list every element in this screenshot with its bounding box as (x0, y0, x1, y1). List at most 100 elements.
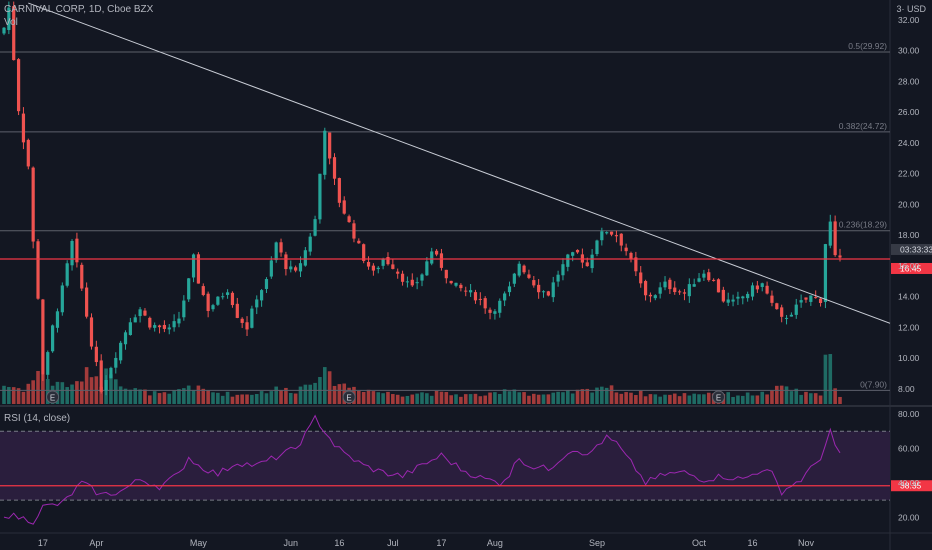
candle-body[interactable] (332, 157, 337, 179)
candle-body[interactable] (809, 295, 813, 302)
candle-body[interactable] (410, 279, 414, 286)
earnings-marker[interactable] (342, 390, 356, 404)
candle-body[interactable] (512, 273, 516, 284)
candle-body[interactable] (493, 311, 497, 314)
candle-body[interactable] (225, 292, 230, 295)
candle-body[interactable] (503, 293, 507, 301)
earnings-marker[interactable] (711, 390, 725, 404)
candle-body[interactable] (532, 280, 536, 286)
candle-body[interactable] (201, 286, 205, 295)
trendline[interactable] (28, 2, 891, 324)
candle-body[interactable] (716, 279, 721, 293)
candle-body[interactable] (731, 299, 735, 302)
candle-body[interactable] (308, 236, 312, 252)
candle-body[interactable] (31, 167, 35, 242)
candle-body[interactable] (697, 278, 701, 282)
candle-body[interactable] (464, 290, 468, 292)
candle-body[interactable] (94, 346, 98, 363)
candle-body[interactable] (264, 279, 269, 289)
candle-body[interactable] (712, 279, 716, 281)
symbol-legend[interactable]: CARNIVAL CORP, 1D, Cboe BZX (4, 4, 154, 15)
candle-body[interactable] (595, 240, 599, 255)
candle-body[interactable] (80, 264, 84, 289)
candle-body[interactable] (89, 317, 94, 347)
candle-body[interactable] (109, 367, 113, 379)
candle-body[interactable] (21, 113, 26, 143)
candle-body[interactable] (507, 286, 512, 293)
candle-body[interactable] (561, 264, 565, 276)
candle-body[interactable] (765, 285, 769, 294)
candle-body[interactable] (629, 252, 633, 259)
candle-body[interactable] (235, 303, 239, 318)
candle-body[interactable] (400, 273, 405, 282)
candle-body[interactable] (605, 232, 609, 234)
candle-body[interactable] (721, 289, 725, 302)
candle-body[interactable] (498, 300, 502, 313)
candle-body[interactable] (357, 240, 361, 244)
fibonacci-levels[interactable]: 0.5(29.92) 0.382(24.72) 0.236(18.29) 0(7.90… (0, 41, 890, 391)
candle-body[interactable] (784, 317, 789, 319)
candle-body[interactable] (789, 314, 793, 317)
candle-body[interactable] (838, 255, 842, 258)
candle-body[interactable] (352, 223, 356, 239)
candle-body[interactable] (221, 296, 225, 298)
candle-body[interactable] (678, 291, 682, 293)
candle-body[interactable] (342, 200, 346, 214)
candle-body[interactable] (687, 284, 691, 297)
candle-body[interactable] (153, 325, 157, 328)
candle-body[interactable] (575, 249, 580, 253)
candle-body[interactable] (36, 241, 40, 299)
candle-body[interactable] (133, 317, 137, 323)
candle-body[interactable] (177, 318, 181, 324)
candle-body[interactable] (668, 279, 672, 290)
candle-body[interactable] (585, 262, 589, 267)
candle-body[interactable] (750, 285, 755, 297)
candle-body[interactable] (643, 281, 648, 296)
candle-body[interactable] (294, 267, 298, 271)
candle-body[interactable] (551, 282, 555, 298)
candle-body[interactable] (780, 307, 784, 317)
candle-body[interactable] (673, 287, 677, 293)
candle-body[interactable] (216, 296, 220, 305)
candle-body[interactable] (187, 278, 191, 300)
candle-body[interactable] (799, 300, 803, 303)
earnings-marker[interactable] (46, 390, 60, 404)
volume-legend[interactable]: Vol (4, 17, 18, 28)
candle-body[interactable] (726, 299, 730, 303)
candle-body[interactable] (123, 332, 128, 345)
candle-body[interactable] (230, 292, 235, 306)
candle-body[interactable] (279, 242, 283, 253)
candle-body[interactable] (328, 132, 332, 159)
candle-body[interactable] (478, 298, 482, 300)
candle-body[interactable] (609, 231, 614, 235)
candle-body[interactable] (128, 322, 132, 336)
candle-body[interactable] (381, 258, 385, 266)
candle-body[interactable] (439, 253, 444, 268)
rsi-pane[interactable]: 38.35 (0, 414, 932, 525)
candle-body[interactable] (614, 235, 619, 237)
candle-body[interactable] (755, 285, 759, 290)
candle-body[interactable] (240, 318, 244, 323)
candle-body[interactable] (255, 299, 259, 308)
candle-body[interactable] (269, 260, 273, 277)
candle-body[interactable] (634, 257, 638, 272)
candle-body[interactable] (823, 244, 828, 302)
candle-body[interactable] (7, 7, 11, 31)
candle-body[interactable] (741, 296, 745, 299)
candle-body[interactable] (420, 274, 424, 281)
candle-body[interactable] (522, 265, 526, 273)
candle-body[interactable] (648, 294, 653, 297)
candle-body[interactable] (313, 219, 317, 236)
candle-body[interactable] (99, 360, 103, 392)
candle-body[interactable] (541, 291, 546, 293)
candle-body[interactable] (70, 240, 74, 266)
candle-body[interactable] (425, 261, 429, 276)
candle-body[interactable] (16, 59, 21, 112)
candle-body[interactable] (692, 284, 696, 287)
candle-body[interactable] (85, 287, 89, 317)
candle-body[interactable] (75, 238, 79, 263)
candle-body[interactable] (600, 231, 604, 241)
candle-body[interactable] (814, 297, 818, 299)
candle-body[interactable] (483, 298, 487, 309)
candle-body[interactable] (566, 254, 570, 267)
